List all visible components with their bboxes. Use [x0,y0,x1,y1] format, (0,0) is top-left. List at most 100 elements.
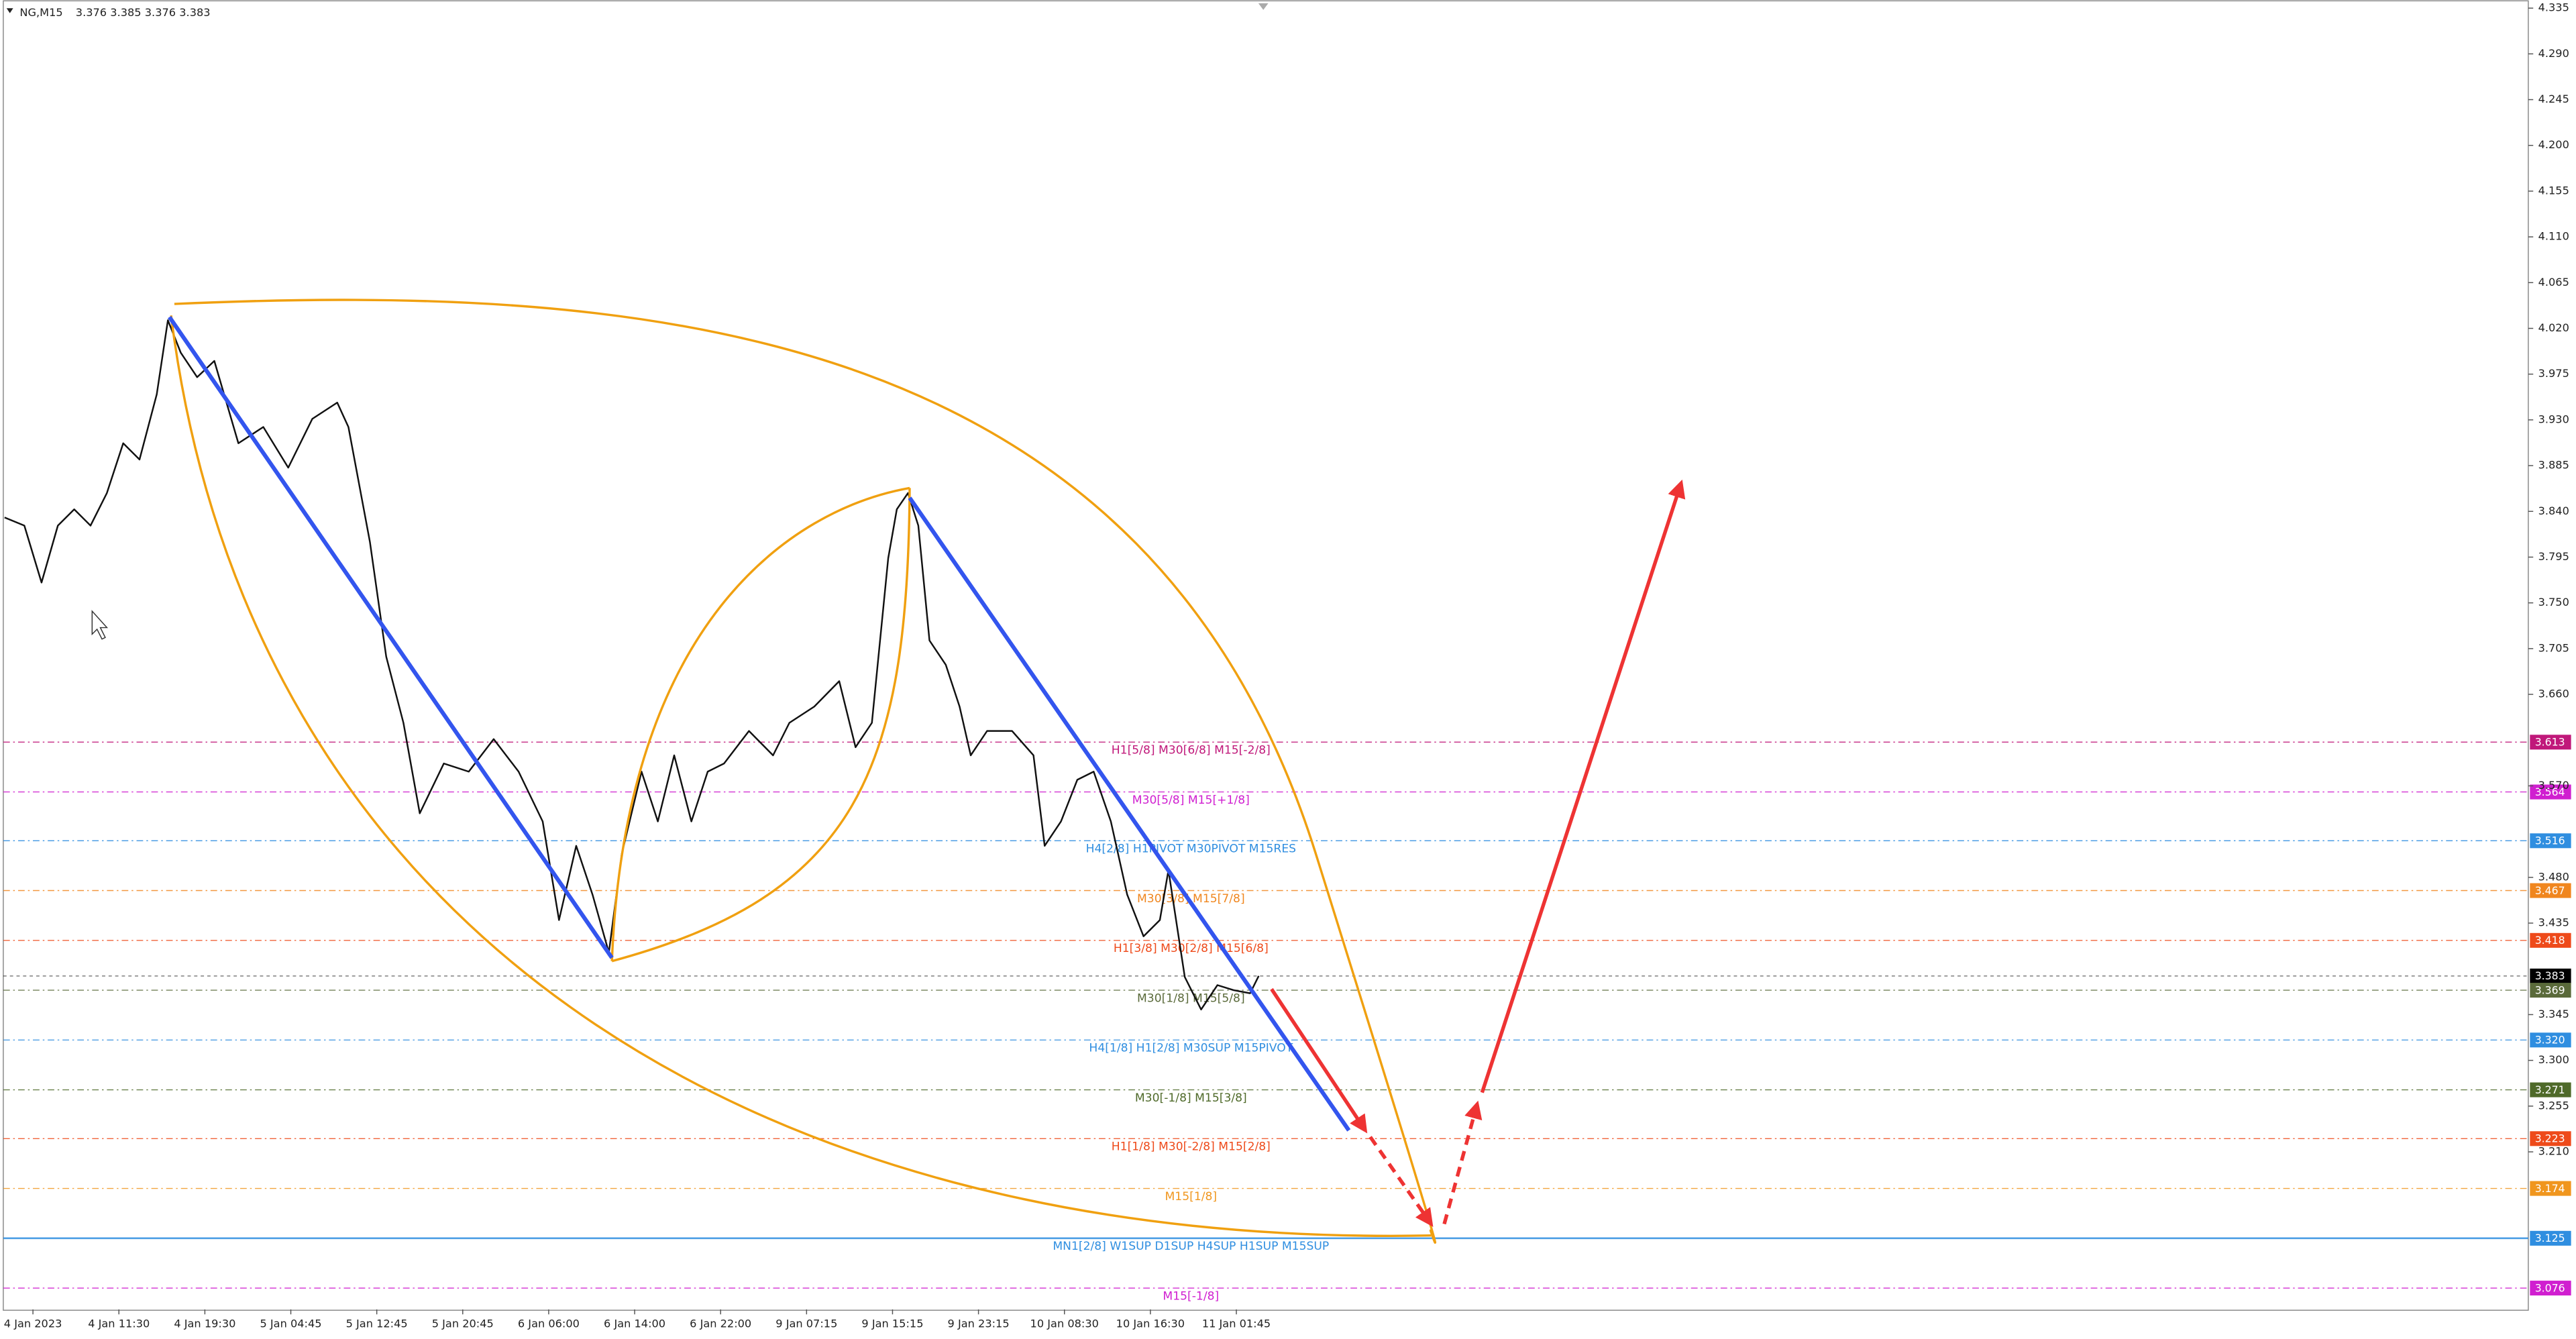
x-tick-label: 5 Jan 20:45 [432,1317,494,1330]
forecast-arrow [1270,987,1368,1134]
x-tick-label: 6 Jan 14:00 [604,1317,665,1330]
price-tag-label: 3.613 [2535,736,2565,749]
symbol: NG,M15 [19,6,62,19]
trend-line [168,315,614,959]
x-tick-label: 9 Jan 07:15 [775,1317,837,1330]
levels: H1[5/8] M30[6/8] M15[-2/8] 3.613 M30[5/8] … [3,735,2571,1303]
y-tick-label: 3.660 [2538,688,2569,700]
y-tick-label: 3.750 [2538,596,2569,608]
y-tick-label: 3.705 [2538,641,2569,654]
level-text: H1[5/8] M30[6/8] M15[-2/8] [1112,744,1271,757]
price-tag [2530,1082,2571,1097]
level-text: M15[1/8] [1165,1190,1218,1203]
overlays [6,3,1686,1244]
level-text: M15[-1/8] [1163,1289,1219,1303]
forecast-arrow [1442,1100,1483,1225]
x-tick-label: 6 Jan 06:00 [518,1317,580,1330]
level-text: M30[5/8] M15[+1/8] [1132,794,1250,807]
forecast-arrow [1368,1136,1434,1227]
x-tick-label: 5 Jan 04:45 [260,1317,321,1330]
level-text: H1[3/8] M30[2/8] M15[6/8] [1114,942,1269,955]
price-tag [2530,1281,2571,1296]
ohlc-value: 3.376 [145,6,176,19]
y-tick-label: 3.300 [2538,1053,2569,1066]
price-tag-label: 3.418 [2535,934,2565,947]
y-tick-label: 3.345 [2538,1008,2569,1020]
x-tick-label: 9 Jan 23:15 [948,1317,1010,1330]
y-tick-label: 4.245 [2538,93,2569,105]
ohlc-value: 3.383 [179,6,210,19]
y-tick-label: 4.020 [2538,321,2569,334]
x-tick-label: 11 Jan 01:45 [1202,1317,1271,1330]
price-layer [4,319,1260,1011]
x-tick-label: 4 Jan 2023 [4,1317,62,1330]
price-line [4,319,1260,1011]
forecast-arrow [1480,479,1686,1093]
orange-arc [611,488,911,963]
level-text: M30[1/8] M15[5/8] [1137,992,1245,1005]
y-tick-label: 4.335 [2538,1,2569,14]
ohlc-value: 3.376 [76,6,107,19]
price-tag [2530,1181,2571,1196]
price-tag-label: 3.271 [2535,1083,2565,1096]
y-tick-label: 3.570 [2538,779,2569,792]
y-tick-label: 4.065 [2538,276,2569,288]
trend-line [908,496,1351,1132]
menu-marker[interactable] [6,8,13,13]
y-tick-label: 4.290 [2538,47,2569,60]
ohlc: 3.376 3.385 3.376 3.383 [76,6,211,19]
price-tag [2530,932,2571,948]
y-tick-label: 3.210 [2538,1145,2569,1158]
price-tag [2530,1131,2571,1146]
x-tick-label: 5 Jan 12:45 [346,1317,408,1330]
ohlc-value: 3.385 [110,6,141,19]
y-tick-label: 4.155 [2538,184,2569,197]
orange-arc [610,486,910,961]
price-tag-label: 3.223 [2535,1132,2565,1145]
y-tick-label: 3.795 [2538,550,2569,563]
mouse-cursor [91,610,109,640]
price-tag [2530,883,2571,898]
level-text: H1[1/8] M30[-2/8] M15[2/8] [1112,1140,1271,1154]
plot-area [3,0,2529,1311]
level-text: M30[-1/8] M15[3/8] [1135,1091,1247,1105]
y-tick-label: 3.255 [2538,1099,2569,1112]
price-tag-label: 3.125 [2535,1232,2565,1244]
price-tag-label: 3.174 [2535,1182,2565,1195]
shift-marker[interactable] [1258,3,1269,10]
level-text: MN1[2/8] W1SUP D1SUP H4SUP H1SUP M15SUP [1053,1240,1329,1253]
orange-arc [170,315,1432,1237]
y-tick-label: 3.930 [2538,413,2569,425]
price-tag-label: 3.516 [2535,835,2565,847]
y-tick-label: 4.110 [2538,230,2569,243]
price-tag [2530,1032,2571,1048]
price-tag [2530,1230,2571,1246]
price-tag [2530,968,2571,983]
x-tick-label: 9 Jan 15:15 [861,1317,923,1330]
price-tag-label: 3.369 [2535,983,2565,996]
x-tick-label: 10 Jan 16:30 [1116,1317,1185,1330]
y-tick-label: 3.435 [2538,916,2569,929]
price-tag-label: 3.076 [2535,1281,2565,1294]
level-text: H4[1/8] H1[2/8] M30SUP M15PIVOT [1089,1042,1293,1055]
price-tag-label: 3.383 [2535,969,2565,982]
price-tag [2530,833,2571,849]
price-tag [2530,735,2571,750]
x-tick-label: 6 Jan 22:00 [690,1317,751,1330]
price-tag-label: 3.320 [2535,1034,2565,1047]
level-text: H4[2/8] H1PIVOT M30PIVOT M15RES [1086,843,1296,856]
y-tick-label: 3.975 [2538,367,2569,380]
price-tag-label: 3.467 [2535,884,2565,897]
orange-arc [174,299,1437,1244]
y-tick-label: 3.480 [2538,870,2569,883]
x-tick-label: 4 Jan 19:30 [174,1317,235,1330]
price-tag [2530,983,2571,998]
y-tick-label: 3.885 [2538,459,2569,472]
price-tag [2530,784,2571,800]
axes: 4.335 4.290 4.245 4.200 4.155 4.110 4.065 4.020… [4,1,2569,1330]
price-tag-label: 3.564 [2535,786,2565,798]
y-tick-label: 4.200 [2538,138,2569,151]
x-tick-label: 10 Jan 08:30 [1030,1317,1099,1330]
